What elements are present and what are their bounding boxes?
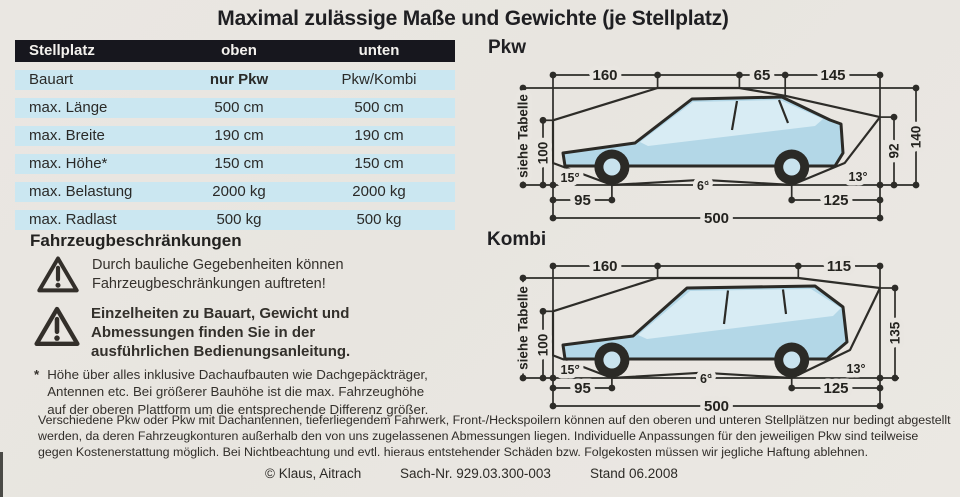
warning-triangle-icon [34, 306, 80, 346]
pkw-angle-middle: 6° [697, 179, 709, 193]
row-label: max. Höhe* [29, 155, 108, 172]
col-header-stellplatz: Stellplatz [29, 42, 95, 59]
table-row: max. Länge 500 cm 500 cm [15, 98, 455, 118]
pkw-dimension-diagram: 160 65 145 siehe Tabelle 100 92 140 15° … [511, 63, 928, 231]
row-value-oben: 500 kg [216, 211, 262, 228]
kombi-diagram-label: Kombi [487, 229, 547, 250]
footer-part-number: Sach-Nr. 929.03.300-003 [400, 466, 551, 481]
row-value-oben: 2000 kg [212, 183, 266, 200]
kombi-angle-front: 15° [561, 363, 580, 377]
pkw-dim-top-middle: 65 [754, 67, 771, 84]
row-label: max. Belastung [29, 183, 133, 200]
pkw-dim-rear-overhang: 125 [823, 192, 848, 209]
photo-edge-artifact [0, 452, 3, 497]
disclaimer-paragraph: Verschiedene Pkw oder Pkw mit Dachantenn… [38, 413, 951, 459]
pkw-envelope-outline [551, 86, 882, 187]
kombi-dim-front-height: 100 [536, 334, 551, 357]
pkw-dim-rear-inner-height: 92 [887, 143, 902, 158]
kombi-angle-rear: 13° [847, 362, 866, 376]
pkw-dim-top-rear: 145 [820, 67, 845, 84]
pkw-dim-front-height: 100 [536, 142, 551, 165]
pkw-car-silhouette [561, 95, 845, 185]
row-value-oben: 190 cm [214, 127, 264, 144]
kombi-envelope-outline [551, 276, 882, 380]
footnote-asterisk: * [34, 367, 40, 382]
pkw-diagram-label: Pkw [488, 37, 527, 58]
row-value-oben: 500 cm [214, 99, 264, 116]
kombi-angle-middle: 6° [700, 372, 712, 386]
row-value-unten: Pkw/Kombi [341, 71, 417, 88]
footer-date: Stand 06.2008 [590, 466, 678, 481]
row-value-unten: 2000 kg [352, 183, 406, 200]
pkw-dim-height-ref: siehe Tabelle [516, 94, 531, 178]
row-value-unten: 150 cm [354, 155, 404, 172]
pkw-angle-front: 15° [561, 171, 580, 185]
kombi-car-silhouette [561, 284, 849, 378]
row-value-unten: 500 kg [356, 211, 402, 228]
kombi-dim-top-rear: 115 [827, 258, 851, 275]
kombi-dim-height-ref: siehe Tabelle [516, 286, 531, 370]
spec-table: Stellplatz oben unten Bauart nur Pkw Pkw… [15, 40, 455, 230]
col-header-unten: unten [358, 42, 400, 59]
row-value-unten: 500 cm [354, 99, 404, 116]
row-value-unten: 190 cm [354, 127, 404, 144]
row-value-oben: 150 cm [214, 155, 264, 172]
table-row: Bauart nur Pkw Pkw/Kombi [15, 70, 455, 90]
pkw-dim-top-front: 160 [592, 67, 617, 84]
footnote-text: Höhe über alles inklusive Dachaufbauten … [47, 367, 429, 417]
kombi-dim-total-length: 500 [704, 398, 729, 415]
row-value-oben: nur Pkw [209, 71, 269, 88]
kombi-dim-rear-height: 135 [888, 321, 903, 344]
warning-block-1: Durch bauliche Gegebenheiten können Fahr… [36, 255, 394, 295]
table-row: max. Höhe* 150 cm 150 cm [15, 154, 455, 174]
table-row: max. Breite 190 cm 190 cm [15, 126, 455, 146]
table-row: max. Belastung 2000 kg 2000 kg [15, 182, 455, 202]
pkw-dim-front-overhang: 95 [574, 192, 591, 209]
kombi-dim-rear-overhang: 125 [823, 380, 848, 397]
row-label: max. Breite [29, 127, 105, 144]
row-label: Bauart [29, 71, 74, 88]
warning-block-2: Einzelheiten zu Bauart, Gewicht und Abme… [33, 305, 391, 361]
kombi-dim-front-overhang: 95 [574, 380, 591, 397]
row-label: max. Länge [29, 99, 108, 116]
pkw-dim-total-length: 500 [704, 210, 729, 227]
pkw-dim-rear-outer-height: 140 [909, 126, 924, 149]
row-label: max. Radlast [29, 211, 117, 228]
page-title: Maximal zulässige Maße und Gewichte (je … [217, 7, 729, 30]
warning-text-2: Einzelheiten zu Bauart, Gewicht und Abme… [91, 305, 351, 360]
footer-copyright: © Klaus, Aitrach [265, 466, 362, 481]
table-row: max. Radlast 500 kg 500 kg [15, 210, 455, 230]
table-header-row: Stellplatz oben unten [15, 40, 455, 62]
height-footnote: * Höhe über alles inklusive Dachaufbaute… [34, 366, 439, 418]
restrictions-heading: Fahrzeugbeschränkungen [30, 231, 242, 250]
col-header-oben: oben [221, 42, 257, 59]
warning-triangle-icon [37, 256, 79, 293]
kombi-dim-top-front: 160 [592, 258, 617, 275]
kombi-dimension-diagram: 160 115 siehe Tabelle 100 135 15° 6° 13°… [511, 254, 907, 420]
warning-text-1: Durch bauliche Gegebenheiten können Fahr… [92, 257, 344, 293]
pkw-construction-lines [519, 71, 920, 222]
pkw-angle-rear: 13° [849, 170, 868, 184]
